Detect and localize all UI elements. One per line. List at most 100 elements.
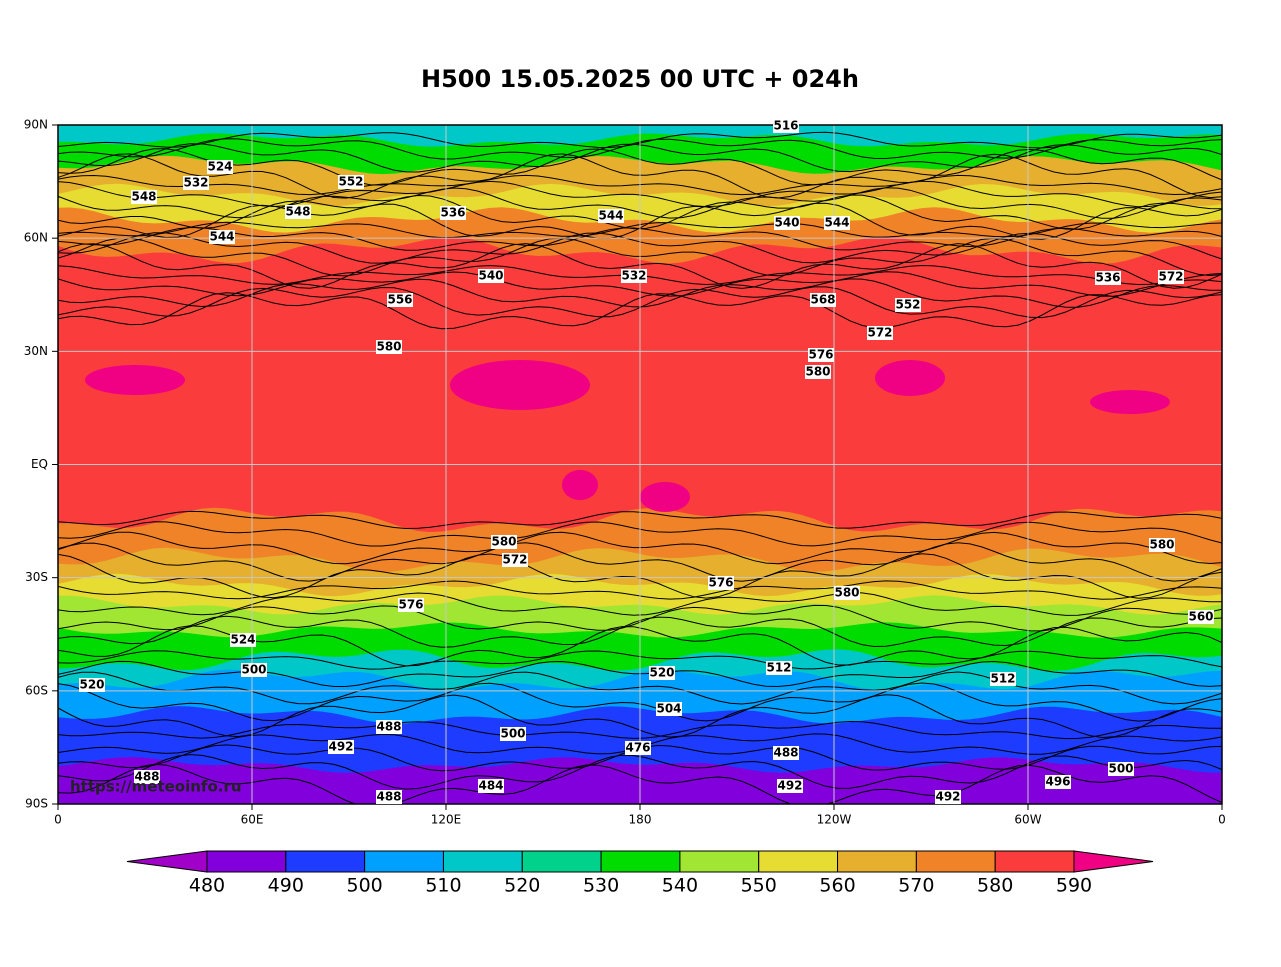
contour-label-box bbox=[387, 293, 413, 307]
map-area bbox=[58, 125, 1222, 804]
contour-label-box bbox=[338, 175, 364, 189]
colorbar-label: 530 bbox=[583, 875, 619, 897]
contour-line bbox=[58, 232, 1222, 264]
contour-label: 572 bbox=[1158, 270, 1183, 284]
contour-label-box bbox=[1045, 775, 1071, 789]
contour-label-box bbox=[131, 190, 157, 204]
contour-label: 536 bbox=[440, 206, 465, 220]
contour-label-box bbox=[478, 269, 504, 283]
contour-label-box bbox=[708, 576, 734, 590]
contour-label-box bbox=[1158, 270, 1184, 284]
contour-label-box bbox=[478, 779, 504, 793]
contour-label-box bbox=[1095, 271, 1121, 285]
colorbar-swatch bbox=[915, 850, 996, 873]
contour-line bbox=[58, 615, 1222, 648]
contour-label: 544 bbox=[824, 216, 849, 230]
contour-line bbox=[58, 720, 1222, 740]
contour-line bbox=[58, 754, 1222, 790]
contour-label: 488 bbox=[134, 770, 159, 784]
colorbar-label: 510 bbox=[425, 875, 461, 897]
contour-label: 520 bbox=[79, 678, 104, 692]
contour-label: 540 bbox=[774, 216, 799, 230]
contour-label-box bbox=[656, 702, 682, 716]
contour-line bbox=[58, 243, 1222, 289]
contour-label: 556 bbox=[387, 293, 412, 307]
contour-label: 500 bbox=[1108, 762, 1133, 776]
lon-label: 0 bbox=[1218, 813, 1226, 827]
contour-label: 504 bbox=[656, 702, 681, 716]
contour-label-box bbox=[376, 720, 402, 734]
contour-line bbox=[58, 143, 1222, 173]
contour-line bbox=[58, 553, 1222, 599]
contour-line bbox=[58, 237, 1222, 277]
colorbar-swatch bbox=[521, 850, 602, 873]
colorbar-swatch bbox=[600, 850, 681, 873]
contour-label: 580 bbox=[805, 365, 830, 379]
contour-line bbox=[58, 521, 1222, 547]
contour-label: 532 bbox=[621, 269, 646, 283]
contour-line bbox=[58, 187, 1222, 219]
contour-label: 512 bbox=[766, 661, 791, 675]
contour-label-box bbox=[773, 119, 799, 133]
contour-line bbox=[58, 694, 1222, 739]
colorbar-swatch bbox=[285, 850, 366, 873]
contour-line bbox=[58, 286, 1222, 319]
contour-label: 524 bbox=[207, 160, 232, 174]
contour-line bbox=[58, 278, 1222, 308]
contour-label-box bbox=[183, 176, 209, 190]
contour-label: 548 bbox=[285, 205, 310, 219]
contour-label-box bbox=[207, 160, 233, 174]
lat-label: 30N bbox=[24, 344, 48, 358]
contour-label-box bbox=[398, 598, 424, 612]
contour-label-box bbox=[328, 740, 354, 754]
lon-label: 180 bbox=[629, 813, 652, 827]
contour-label-box bbox=[79, 678, 105, 692]
colorbar-label: 480 bbox=[189, 875, 225, 897]
contour-line bbox=[58, 763, 1222, 804]
contour-label: 580 bbox=[834, 586, 859, 600]
field-maximum bbox=[875, 360, 945, 396]
contour-label-box bbox=[1108, 762, 1134, 776]
contour-label: 532 bbox=[183, 176, 208, 190]
contour-label-box bbox=[502, 553, 528, 567]
contour-label: 536 bbox=[1095, 271, 1120, 285]
lat-label: 90N bbox=[24, 118, 48, 132]
field-maximum bbox=[450, 360, 590, 410]
contour-label: 544 bbox=[598, 209, 623, 223]
contour-label-box bbox=[777, 779, 803, 793]
field-maximum bbox=[1090, 390, 1170, 414]
lat-label: 60S bbox=[25, 683, 48, 697]
colorbar-label: 580 bbox=[977, 875, 1013, 897]
contour-label: 580 bbox=[376, 340, 401, 354]
contour-line bbox=[58, 153, 1222, 199]
contour-line bbox=[58, 580, 1222, 600]
contour-label-box bbox=[808, 348, 834, 362]
contour-label: 576 bbox=[398, 598, 423, 612]
contour-label: 580 bbox=[491, 535, 516, 549]
contour-label-box bbox=[598, 209, 624, 223]
lat-label: 30S bbox=[25, 570, 48, 584]
title: H500 15.05.2025 00 UTC + 024h bbox=[421, 65, 859, 93]
colorbar-swatch bbox=[679, 850, 760, 873]
contour-label: 500 bbox=[241, 663, 266, 677]
lat-label: 90S bbox=[25, 797, 48, 811]
contour-label-box bbox=[990, 672, 1016, 686]
contour-label-box bbox=[491, 535, 517, 549]
contour-label: 488 bbox=[773, 746, 798, 760]
lon-label: 60W bbox=[1014, 813, 1041, 827]
colorbar-label: 500 bbox=[347, 875, 383, 897]
contour-line bbox=[58, 510, 1222, 530]
contour-label-box bbox=[230, 633, 256, 647]
contour-label: 568 bbox=[810, 293, 835, 307]
contour-label-box bbox=[1149, 538, 1175, 552]
colorbar-swatch bbox=[442, 850, 523, 873]
contour-label: 524 bbox=[230, 633, 255, 647]
contour-line bbox=[58, 138, 1222, 160]
contour-label-box bbox=[935, 790, 961, 804]
contour-label: 488 bbox=[376, 790, 401, 804]
colorbar-label: 520 bbox=[504, 875, 540, 897]
lat-label: 60N bbox=[24, 231, 48, 245]
contour-label: 560 bbox=[1188, 610, 1213, 624]
colorbar-swatch bbox=[206, 850, 287, 873]
